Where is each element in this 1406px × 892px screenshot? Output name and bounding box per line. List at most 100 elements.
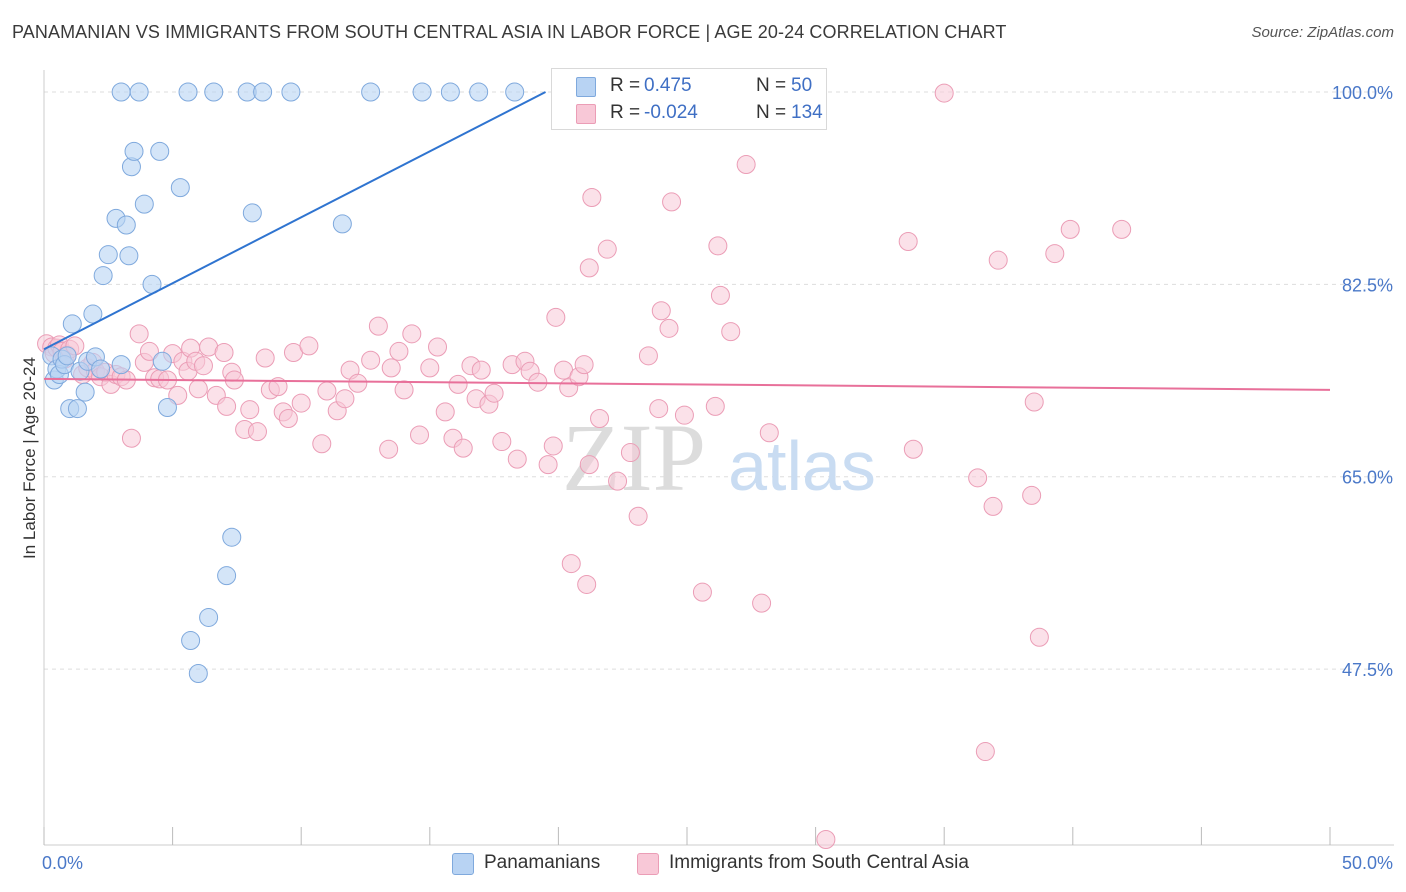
n-label: N = — [756, 75, 787, 96]
scatter-point-south-central-asia — [983, 496, 1003, 516]
scatter-point-panamanians — [157, 397, 177, 417]
scatter-point-panamanians — [150, 141, 170, 161]
scatter-point-south-central-asia — [903, 439, 923, 459]
scatter-point-south-central-asia — [546, 307, 566, 327]
scatter-point-south-central-asia — [543, 436, 563, 456]
scatter-point-panamanians — [152, 351, 172, 371]
scatter-point-south-central-asia — [708, 236, 728, 256]
r-label: R = — [610, 75, 641, 96]
scatter-point-south-central-asia — [312, 434, 332, 454]
scatter-point-south-central-asia — [620, 443, 640, 463]
scatter-point-south-central-asia — [299, 336, 319, 356]
scatter-point-south-central-asia — [471, 360, 491, 380]
scatter-point-panamanians — [170, 178, 190, 198]
n-value: 50 — [791, 75, 813, 96]
scatter-point-panamanians — [332, 214, 352, 234]
scatter-point-panamanians — [505, 82, 525, 102]
legend-swatch-blue — [576, 77, 596, 97]
scatter-point-south-central-asia — [492, 432, 512, 452]
y-tick-label: 100.0% — [1332, 83, 1393, 103]
legend-label: Immigrants from South Central Asia — [669, 852, 969, 873]
scatter-point-panamanians — [57, 346, 77, 366]
scatter-point-south-central-asia — [579, 258, 599, 278]
y-tick-label: 65.0% — [1342, 468, 1393, 488]
scatter-point-south-central-asia — [420, 358, 440, 378]
scatter-point-panamanians — [281, 82, 301, 102]
legend-swatch-pink — [637, 853, 659, 875]
scatter-point-south-central-asia — [988, 250, 1008, 270]
scatter-point-panamanians — [469, 82, 489, 102]
scatter-point-south-central-asia — [752, 593, 772, 613]
scatter-point-panamanians — [124, 141, 144, 161]
scatter-point-panamanians — [98, 245, 118, 265]
tick-labels: 47.5% 65.0% 82.5% 100.0% 0.0% 50.0% — [42, 83, 1393, 873]
scatter-point-panamanians — [116, 215, 136, 235]
scatter-point-south-central-asia — [968, 468, 988, 488]
series-legend: Panamanians Immigrants from South Centra… — [0, 852, 1406, 876]
scatter-point-south-central-asia — [381, 358, 401, 378]
scatter-point-panamanians — [134, 194, 154, 214]
scatter-point-panamanians — [111, 82, 131, 102]
scatter-point-south-central-asia — [561, 554, 581, 574]
scatter-point-panamanians — [62, 314, 82, 334]
scatter-point-panamanians — [181, 631, 201, 651]
scatter-point-south-central-asia — [335, 389, 355, 409]
scatter-point-south-central-asia — [538, 455, 558, 475]
scatter-point-south-central-asia — [736, 155, 756, 175]
scatter-point-south-central-asia — [240, 400, 260, 420]
scatter-point-south-central-asia — [428, 337, 448, 357]
scatter-point-south-central-asia — [577, 574, 597, 594]
scatter-point-south-central-asia — [348, 373, 368, 393]
scatter-point-south-central-asia — [692, 582, 712, 602]
scatter-point-panamanians — [67, 399, 87, 419]
scatter-point-south-central-asia — [659, 318, 679, 338]
scatter-point-south-central-asia — [1112, 219, 1132, 239]
correlation-legend: R = 0.475 N = 50 R = -0.024 N = 134 — [551, 68, 827, 130]
scatter-point-south-central-asia — [674, 405, 694, 425]
scatter-point-south-central-asia — [214, 343, 234, 363]
r-value: -0.024 — [644, 102, 698, 123]
scatter-point-south-central-asia — [597, 239, 617, 259]
scatter-point-south-central-asia — [121, 428, 141, 448]
scatter-point-panamanians — [75, 382, 95, 402]
legend-swatch-pink — [576, 104, 596, 124]
scatter-point-south-central-asia — [1060, 219, 1080, 239]
scatter-point-panamanians — [178, 82, 198, 102]
scatter-point-south-central-asia — [975, 742, 995, 762]
legend-label: Panamanians — [484, 852, 601, 873]
x-tick-label: 0.0% — [42, 853, 83, 873]
scatter-point-south-central-asia — [410, 425, 430, 445]
scatter-point-panamanians — [93, 266, 113, 286]
scatter-point-south-central-asia — [402, 324, 422, 344]
scatter-point-panamanians — [188, 664, 208, 684]
scatter-point-south-central-asia — [317, 381, 337, 401]
scatter-point-south-central-asia — [278, 408, 298, 428]
scatter-point-panamanians — [91, 359, 111, 379]
scatter-point-panamanians — [361, 82, 381, 102]
y-tick-label: 47.5% — [1342, 660, 1393, 680]
scatter-point-south-central-asia — [507, 449, 527, 469]
scatter-point-south-central-asia — [139, 341, 159, 361]
scatter-point-south-central-asia — [582, 188, 602, 208]
scatter-point-south-central-asia — [217, 396, 237, 416]
scatter-point-south-central-asia — [1022, 485, 1042, 505]
scatter-point-panamanians — [111, 355, 131, 375]
trend-line-south-central-asia — [43, 377, 1331, 391]
scatter-point-south-central-asia — [389, 341, 409, 361]
scatter-point-south-central-asia — [453, 438, 473, 458]
scatter-point-panamanians — [412, 82, 432, 102]
watermark: ZIP atlas — [562, 404, 876, 511]
scatter-point-south-central-asia — [247, 422, 267, 442]
scatter-point-south-central-asia — [721, 322, 741, 342]
axes — [43, 70, 1394, 846]
scatter-point-south-central-asia — [662, 192, 682, 212]
scatter-point-south-central-asia — [638, 346, 658, 366]
chart-title: PANAMANIAN VS IMMIGRANTS FROM SOUTH CENT… — [12, 22, 1007, 42]
scatter-point-south-central-asia — [1024, 392, 1044, 412]
scatter-point-panamanians — [119, 246, 139, 266]
scatter-point-south-central-asia — [379, 439, 399, 459]
scatter-point-south-central-asia — [268, 377, 288, 397]
scatter-point-south-central-asia — [193, 356, 213, 376]
scatter-point-south-central-asia — [590, 408, 610, 428]
